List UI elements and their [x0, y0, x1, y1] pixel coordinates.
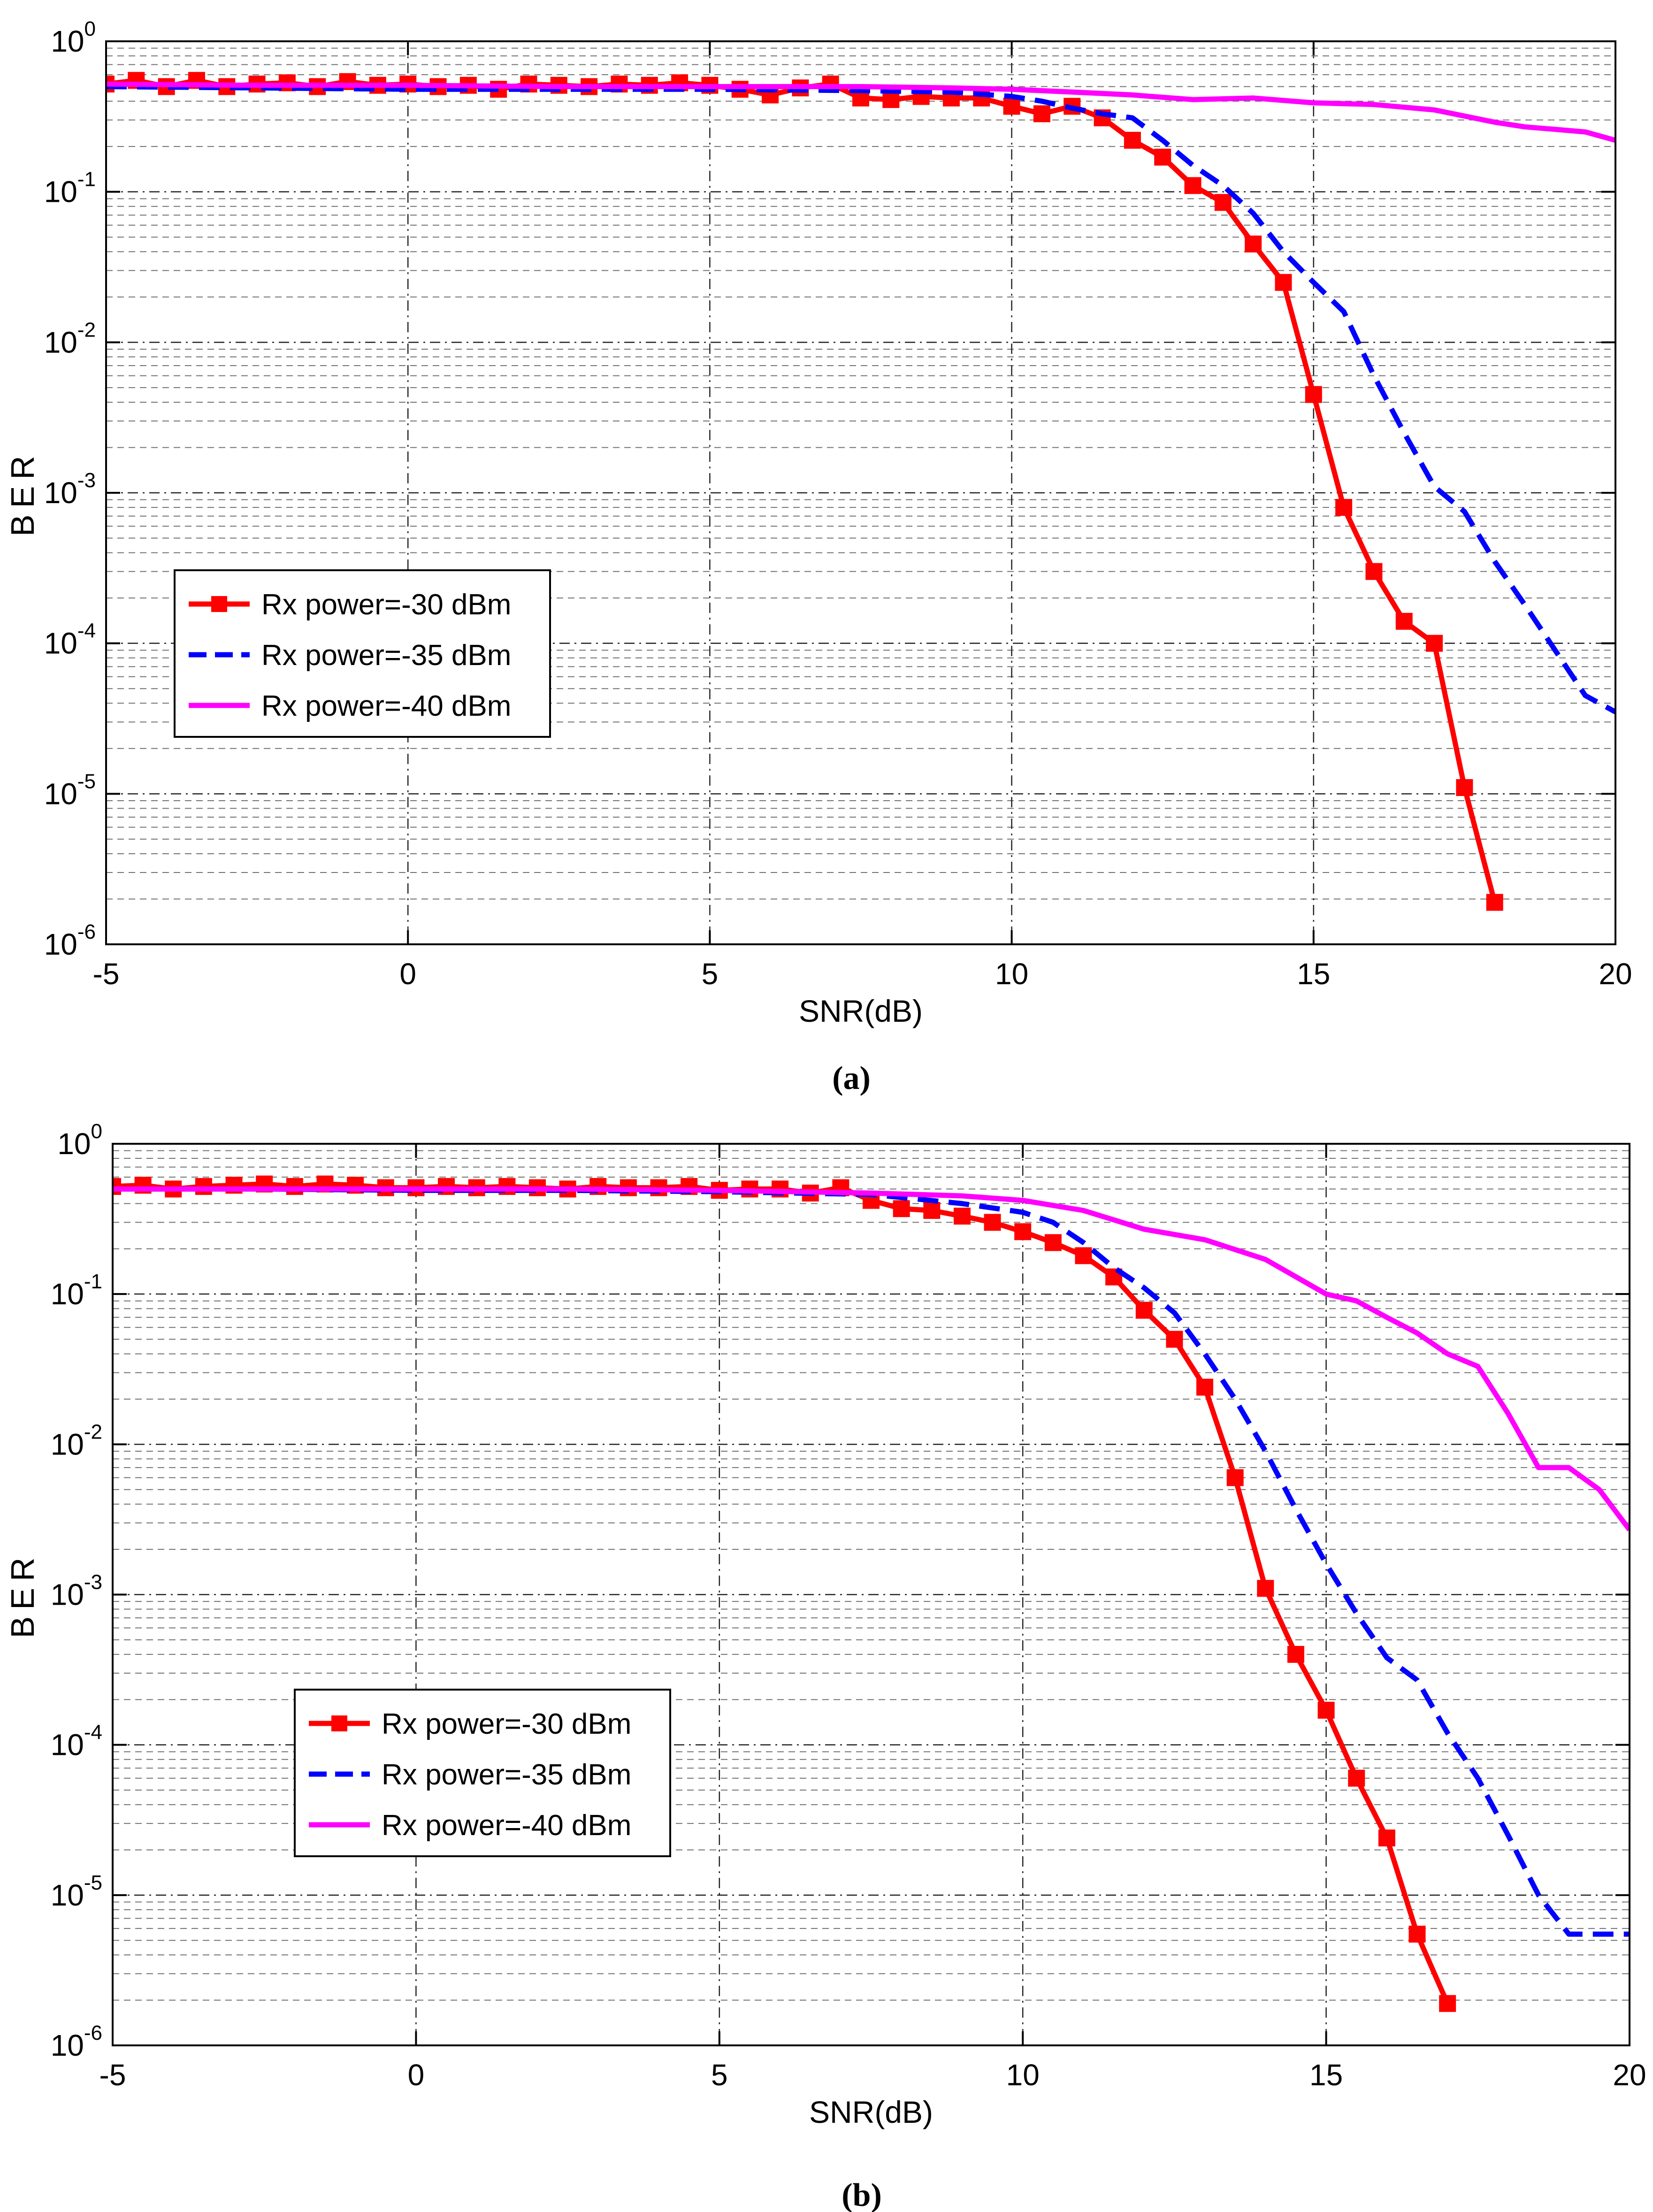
- x-tick-label: 0: [408, 2058, 425, 2092]
- legend-label-1: Rx power=-30 dBm: [261, 589, 511, 621]
- legend-label-3: Rx power=-40 dBm: [261, 690, 511, 722]
- data-point: [1486, 894, 1503, 911]
- legend-box: [294, 1689, 671, 1857]
- data-point: [1408, 1925, 1426, 1943]
- data-point: [893, 1200, 910, 1217]
- y-tick-label: 100: [51, 17, 96, 58]
- data-point: [984, 1214, 1001, 1231]
- data-point: [953, 1208, 971, 1225]
- data-point: [1135, 1301, 1153, 1319]
- y-tick-label: 100: [57, 1120, 102, 1161]
- data-point: [1214, 194, 1232, 211]
- series-group: [113, 1175, 1630, 2012]
- data-point: [1395, 612, 1413, 630]
- data-point: [1154, 148, 1171, 166]
- data-point: [1257, 1580, 1274, 1597]
- x-tick-label: 15: [1297, 957, 1330, 991]
- series-line-3: [106, 81, 1615, 143]
- data-point: [1226, 1469, 1244, 1486]
- legend: Rx power=-30 dBm Rx power=-35 dBm Rx power…: [174, 569, 551, 738]
- y-axis-label: BER: [4, 449, 41, 536]
- x-tick-label: 5: [711, 2058, 728, 2092]
- data-point: [1166, 1331, 1183, 1348]
- y-tick-label: 10-6: [51, 2021, 102, 2062]
- x-tick-label: 20: [1613, 2058, 1646, 2092]
- data-point: [923, 1202, 941, 1219]
- x-axis-label: SNR(dB): [809, 2095, 933, 2129]
- data-point: [1378, 1829, 1395, 1847]
- series-line-2: [106, 84, 1615, 714]
- data-point: [1003, 98, 1020, 115]
- y-tick-label: 10-3: [44, 469, 96, 510]
- figure-caption: (a): [832, 1060, 871, 1096]
- y-tick-label: 10-1: [51, 1270, 102, 1311]
- data-point: [1014, 1223, 1032, 1240]
- x-tick-label: 20: [1599, 957, 1632, 991]
- y-tick-label: 10-5: [44, 770, 96, 811]
- data-point: [882, 91, 900, 108]
- y-tick-label: 10-1: [44, 168, 96, 209]
- y-tick-label: 10-2: [44, 318, 96, 359]
- data-point: [1124, 131, 1141, 149]
- data-point: [1456, 779, 1473, 796]
- chart-panel-b: -5 0 5 10 15 20 100 10-1 10-2 10-3 10-4 10-5 10-6 SNR…: [4, 1120, 1646, 2212]
- x-tick-label: 15: [1309, 2058, 1343, 2092]
- y-tick-label: 10-2: [51, 1420, 102, 1461]
- legend-label-1: Rx power=-30 dBm: [382, 1708, 631, 1740]
- chart-panel-a: -5 0 5 10 15 20 100 10-1 10-2 10-3 10-4 10-5 10-6 SNR…: [4, 17, 1632, 1096]
- x-tick-label: 10: [1006, 2058, 1040, 2092]
- data-point: [1033, 105, 1050, 122]
- data-point: [1275, 274, 1292, 291]
- x-axis-label: SNR(dB): [799, 994, 923, 1028]
- x-tick-label: -5: [93, 957, 120, 991]
- data-point: [1348, 1769, 1365, 1787]
- legend-label-2: Rx power=-35 dBm: [261, 639, 511, 672]
- x-tick-label: 10: [995, 957, 1028, 991]
- legend: Rx power=-30 dBm Rx power=-35 dBm Rx power…: [294, 1689, 671, 1857]
- y-axis-label: BER: [4, 1551, 41, 1638]
- data-point: [1365, 563, 1383, 580]
- y-tick-label: 10-6: [44, 920, 96, 961]
- data-point: [1335, 499, 1353, 516]
- legend-marker: [331, 1715, 347, 1731]
- x-tick-label: -5: [99, 2058, 126, 2092]
- data-point: [1184, 177, 1201, 194]
- data-point: [1439, 1995, 1456, 2012]
- figure-caption: (b): [842, 2177, 882, 2212]
- data-point: [1075, 1247, 1092, 1264]
- data-point: [1426, 635, 1443, 652]
- data-point: [1287, 1646, 1304, 1663]
- data-point: [1196, 1378, 1214, 1396]
- legend-marker: [211, 596, 227, 612]
- data-point: [1044, 1234, 1062, 1251]
- x-tick-label: 0: [399, 957, 416, 991]
- legend-label-3: Rx power=-40 dBm: [382, 1809, 631, 1842]
- y-tick-label: 10-4: [51, 1721, 102, 1762]
- data-point: [1245, 235, 1262, 253]
- series-group: [106, 72, 1615, 911]
- legend-box: [174, 569, 551, 738]
- y-tick-label: 10-3: [51, 1571, 102, 1612]
- data-point: [1305, 386, 1322, 403]
- series-line-3: [113, 1186, 1630, 1531]
- y-tick-label: 10-4: [44, 620, 96, 660]
- x-tick-label: 5: [702, 957, 719, 991]
- legend-label-2: Rx power=-35 dBm: [382, 1759, 631, 1791]
- y-tick-label: 10-5: [51, 1871, 102, 1912]
- data-point: [1317, 1701, 1335, 1719]
